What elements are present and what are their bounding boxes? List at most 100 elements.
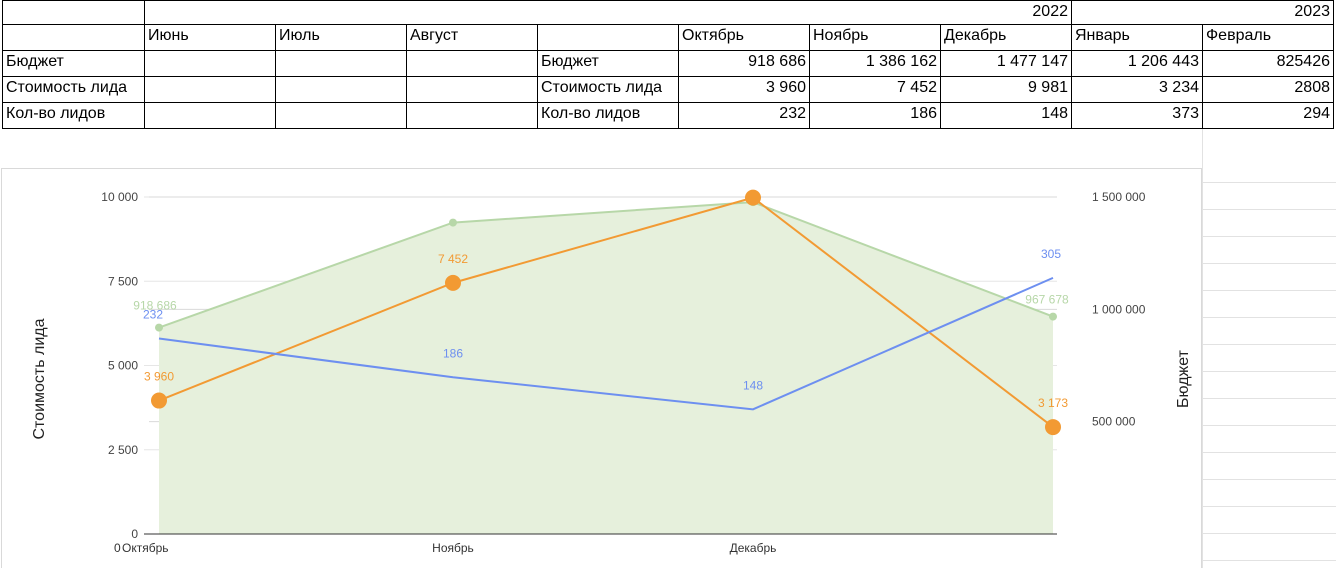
cost-point bbox=[1045, 419, 1061, 436]
data-label: 918 686 bbox=[133, 299, 177, 313]
cell-empty[interactable] bbox=[406, 102, 538, 129]
grid-row-line bbox=[1202, 317, 1336, 318]
year-2022-header[interactable]: 2022 bbox=[144, 0, 1072, 25]
month-header[interactable]: Июнь bbox=[144, 24, 276, 51]
row-label[interactable]: Стоимость лида bbox=[2, 76, 145, 103]
grid-row-line bbox=[1202, 479, 1336, 480]
data-cell[interactable]: 186 bbox=[809, 102, 941, 129]
budget-point bbox=[449, 218, 457, 227]
data-cell[interactable]: 1 386 162 bbox=[809, 50, 941, 77]
data-cell[interactable]: 9 981 bbox=[940, 76, 1072, 103]
budget-line bbox=[158, 201, 1054, 329]
grid-row-line bbox=[1202, 452, 1336, 453]
data-cell[interactable]: 1 206 443 bbox=[1071, 50, 1203, 77]
y-tick-label-right: 1 000 000 bbox=[1092, 302, 1146, 316]
grid-row-line bbox=[1202, 398, 1336, 399]
data-label: 967 678 bbox=[1025, 293, 1069, 307]
y-tick-label-left: 0 bbox=[131, 527, 138, 541]
row-label[interactable]: Кол-во лидов bbox=[2, 102, 145, 129]
data-label: 3 173 bbox=[1038, 396, 1068, 410]
grid-row-line bbox=[1202, 344, 1336, 345]
grid-row-line bbox=[1202, 182, 1336, 183]
series-line bbox=[158, 276, 1054, 411]
combo-chart[interactable]: 918 686 967 678 3 960 7 452 3 173 232 186 148 30… bbox=[1, 168, 1202, 568]
cost-point bbox=[745, 189, 761, 206]
data-cell[interactable]: 148 bbox=[940, 102, 1072, 129]
month-header[interactable]: Январь bbox=[1071, 24, 1203, 51]
month-header[interactable]: Июль bbox=[275, 24, 407, 51]
grid-row-line bbox=[1202, 263, 1336, 264]
cost-point bbox=[445, 274, 461, 291]
grid-row-line bbox=[1202, 506, 1336, 507]
data-cell[interactable]: 7 452 bbox=[809, 76, 941, 103]
budget-area-series bbox=[155, 198, 1057, 534]
cell-empty[interactable] bbox=[144, 50, 276, 77]
cell-empty[interactable] bbox=[406, 76, 538, 103]
year-2023-header[interactable]: 2023 bbox=[1071, 0, 1334, 25]
month-header[interactable]: Декабрь bbox=[940, 24, 1072, 51]
data-cell[interactable]: 1 477 147 bbox=[940, 50, 1072, 77]
y-tick-label-right: 1 500 000 bbox=[1092, 190, 1146, 204]
data-cell[interactable]: 2808 bbox=[1202, 76, 1334, 103]
data-label: 7 452 bbox=[438, 252, 468, 266]
month-header[interactable]: Август bbox=[406, 24, 538, 51]
cell-empty[interactable] bbox=[144, 76, 276, 103]
budget-area-fill bbox=[159, 202, 1053, 534]
data-cell[interactable]: 3 960 bbox=[678, 76, 810, 103]
grid-row-line bbox=[1202, 236, 1336, 237]
data-cell[interactable]: 825426 bbox=[1202, 50, 1334, 77]
grid-column-line bbox=[1202, 0, 1203, 568]
budget-point bbox=[155, 323, 163, 332]
month-header[interactable]: Ноябрь bbox=[809, 24, 941, 51]
x-tick-label: Октябрь bbox=[122, 541, 169, 555]
data-label: 3 960 bbox=[144, 370, 174, 384]
cell-empty[interactable] bbox=[275, 50, 407, 77]
month-header[interactable]: Октябрь bbox=[678, 24, 810, 51]
grid-row-line bbox=[1202, 209, 1336, 210]
x-tick-label: Ноябрь bbox=[432, 541, 474, 555]
cell-empty[interactable] bbox=[406, 50, 538, 77]
row-label[interactable]: Кол-во лидов bbox=[537, 102, 679, 129]
cell-empty[interactable] bbox=[2, 0, 145, 25]
row-label[interactable]: Стоимость лида bbox=[537, 76, 679, 103]
budget-point bbox=[1049, 312, 1057, 321]
data-cell[interactable]: 232 bbox=[678, 102, 810, 129]
cell-empty[interactable] bbox=[144, 102, 276, 129]
data-cell[interactable]: 294 bbox=[1202, 102, 1334, 129]
row-label[interactable]: Бюджет bbox=[2, 50, 145, 77]
series-line bbox=[158, 196, 1054, 428]
data-cell[interactable]: 373 bbox=[1071, 102, 1203, 129]
data-label: 232 bbox=[143, 308, 163, 322]
chart-svg: 918 686 967 678 3 960 7 452 3 173 232 186 148 30… bbox=[31, 189, 1192, 555]
y-tick-label-left: 5 000 bbox=[108, 359, 138, 373]
cost-point bbox=[151, 392, 167, 409]
grid-row-line bbox=[1202, 290, 1336, 291]
data-label: 186 bbox=[443, 346, 463, 360]
data-cell[interactable]: 918 686 bbox=[678, 50, 810, 77]
axes-ticks: 0 2 500 5 000 7 500 10 000 500 000 1 000 000 1 … bbox=[101, 190, 1145, 555]
grid-row-line bbox=[1202, 533, 1336, 534]
cell-empty[interactable] bbox=[275, 76, 407, 103]
x-tick-label: Декабрь bbox=[730, 541, 777, 555]
data-label: 305 bbox=[1041, 247, 1061, 261]
data-label: 148 bbox=[743, 378, 763, 392]
cell-empty[interactable] bbox=[2, 24, 145, 51]
cell-empty[interactable] bbox=[275, 102, 407, 129]
y-axis-title-left: Стоимость лида bbox=[31, 318, 48, 439]
y-tick-label-right: 500 000 bbox=[1092, 415, 1136, 429]
row-label[interactable]: Бюджет bbox=[537, 50, 679, 77]
x-tick-zero: 0 bbox=[114, 541, 121, 555]
y-tick-label-left: 2 500 bbox=[108, 443, 138, 457]
y-axis-title-right: Бюджет bbox=[1175, 349, 1192, 408]
data-cell[interactable]: 3 234 bbox=[1071, 76, 1203, 103]
grid-row-line bbox=[1202, 371, 1336, 372]
y-tick-label-left: 7 500 bbox=[108, 274, 138, 288]
data-labels: 918 686 967 678 3 960 7 452 3 173 232 186 148 30… bbox=[133, 247, 1069, 410]
month-header[interactable]: Февраль bbox=[1202, 24, 1334, 51]
y-tick-label-left: 10 000 bbox=[101, 190, 138, 204]
line-series bbox=[151, 189, 1061, 436]
grid-row-line bbox=[1202, 425, 1336, 426]
cell-empty[interactable] bbox=[537, 24, 679, 51]
grid-row-line bbox=[1202, 560, 1336, 561]
